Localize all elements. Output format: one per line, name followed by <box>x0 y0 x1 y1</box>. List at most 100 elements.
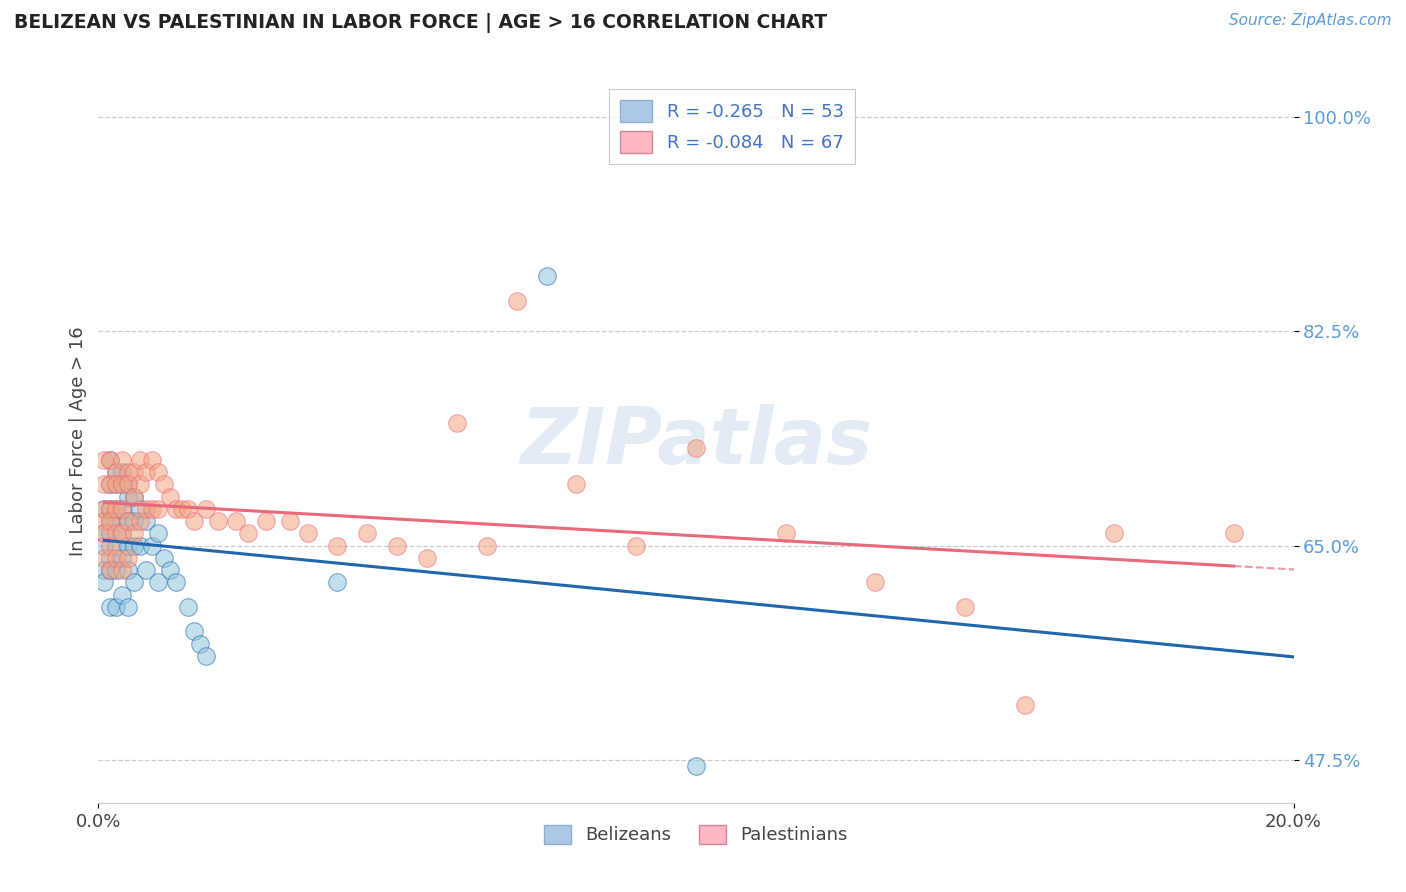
Point <box>111 526 134 541</box>
Point <box>254 514 277 528</box>
Point <box>188 637 211 651</box>
Point <box>98 563 122 577</box>
Point <box>177 599 200 614</box>
Point <box>98 477 122 491</box>
Point <box>236 526 259 541</box>
Point <box>98 514 122 528</box>
Point <box>685 759 707 773</box>
Point <box>225 514 247 528</box>
Point <box>195 648 218 663</box>
Point <box>159 490 181 504</box>
Point <box>124 526 146 541</box>
Point <box>153 477 176 491</box>
Point <box>93 575 115 590</box>
Point <box>111 453 134 467</box>
Point <box>165 502 187 516</box>
Point <box>98 563 122 577</box>
Point <box>124 490 146 504</box>
Point <box>111 588 134 602</box>
Point <box>141 539 163 553</box>
Point <box>105 502 128 516</box>
Point <box>626 539 648 553</box>
Point <box>124 465 146 479</box>
Point <box>111 477 134 491</box>
Point <box>111 502 134 516</box>
Point <box>506 293 529 308</box>
Point <box>565 477 588 491</box>
Point <box>105 502 128 516</box>
Point <box>111 477 134 491</box>
Point <box>135 514 157 528</box>
Point <box>111 502 134 516</box>
Point <box>416 550 439 565</box>
Point <box>117 563 139 577</box>
Point <box>93 526 115 541</box>
Point <box>135 465 157 479</box>
Point <box>98 550 122 565</box>
Point <box>183 514 205 528</box>
Point <box>111 550 134 565</box>
Point <box>105 465 128 479</box>
Point <box>475 539 498 553</box>
Point <box>195 502 218 516</box>
Point <box>124 514 146 528</box>
Point <box>105 599 128 614</box>
Point <box>446 416 468 430</box>
Point <box>98 453 122 467</box>
Point <box>129 514 152 528</box>
Point <box>93 477 115 491</box>
Point <box>117 465 139 479</box>
Point <box>159 563 181 577</box>
Point <box>98 502 122 516</box>
Point <box>326 575 349 590</box>
Point <box>98 599 122 614</box>
Point <box>105 526 128 541</box>
Point <box>297 526 319 541</box>
Point <box>536 269 558 284</box>
Point <box>98 453 122 467</box>
Point <box>183 624 205 639</box>
Point <box>953 599 976 614</box>
Point <box>207 514 229 528</box>
Point <box>129 453 152 467</box>
Point <box>98 539 122 553</box>
Point <box>172 502 194 516</box>
Point <box>278 514 301 528</box>
Point <box>93 563 115 577</box>
Point <box>129 539 152 553</box>
Point <box>117 550 139 565</box>
Point <box>93 502 115 516</box>
Point <box>148 502 170 516</box>
Point <box>105 539 128 553</box>
Point <box>148 465 170 479</box>
Point <box>105 465 128 479</box>
Point <box>111 526 134 541</box>
Point <box>117 539 139 553</box>
Point <box>117 490 139 504</box>
Point <box>356 526 378 541</box>
Point <box>124 490 146 504</box>
Point <box>129 477 152 491</box>
Point <box>385 539 409 553</box>
Point <box>685 441 707 455</box>
Point <box>141 453 163 467</box>
Point <box>93 539 115 553</box>
Point <box>117 599 139 614</box>
Point <box>148 575 170 590</box>
Point <box>98 477 122 491</box>
Point <box>117 514 139 528</box>
Y-axis label: In Labor Force | Age > 16: In Labor Force | Age > 16 <box>69 326 87 557</box>
Point <box>117 514 139 528</box>
Point <box>326 539 349 553</box>
Point <box>865 575 887 590</box>
Point <box>129 502 152 516</box>
Point <box>141 502 163 516</box>
Point <box>1014 698 1036 712</box>
Point <box>135 563 157 577</box>
Point <box>135 502 157 516</box>
Point <box>93 514 115 528</box>
Point <box>117 477 139 491</box>
Point <box>111 465 134 479</box>
Point <box>124 539 146 553</box>
Point <box>98 502 122 516</box>
